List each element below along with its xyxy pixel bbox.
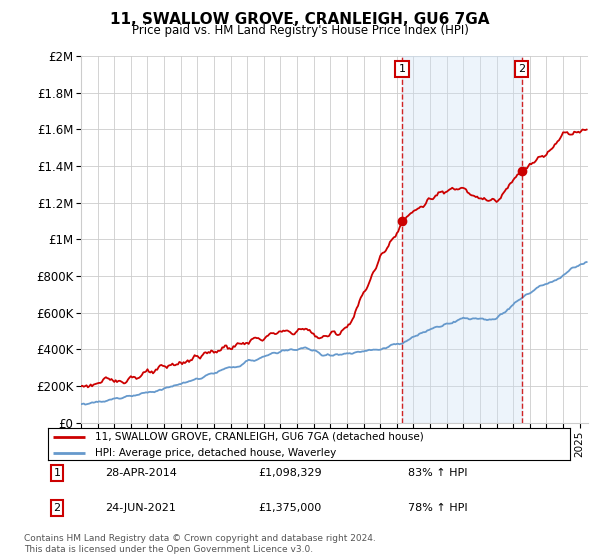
Text: 83% ↑ HPI: 83% ↑ HPI	[408, 468, 467, 478]
Text: 11, SWALLOW GROVE, CRANLEIGH, GU6 7GA (detached house): 11, SWALLOW GROVE, CRANLEIGH, GU6 7GA (d…	[95, 432, 424, 442]
Text: 11, SWALLOW GROVE, CRANLEIGH, GU6 7GA: 11, SWALLOW GROVE, CRANLEIGH, GU6 7GA	[110, 12, 490, 27]
Text: Price paid vs. HM Land Registry's House Price Index (HPI): Price paid vs. HM Land Registry's House …	[131, 24, 469, 37]
Text: This data is licensed under the Open Government Licence v3.0.: This data is licensed under the Open Gov…	[24, 545, 313, 554]
Text: 78% ↑ HPI: 78% ↑ HPI	[408, 503, 467, 513]
Text: 2: 2	[518, 64, 525, 74]
Text: £1,375,000: £1,375,000	[258, 503, 321, 513]
Text: £1,098,329: £1,098,329	[258, 468, 322, 478]
Text: 24-JUN-2021: 24-JUN-2021	[105, 503, 176, 513]
Text: 28-APR-2014: 28-APR-2014	[105, 468, 177, 478]
Bar	[403, 56, 521, 423]
Text: 2: 2	[53, 503, 61, 513]
Text: Contains HM Land Registry data © Crown copyright and database right 2024.: Contains HM Land Registry data © Crown c…	[24, 534, 376, 543]
Text: 1: 1	[399, 64, 406, 74]
Text: HPI: Average price, detached house, Waverley: HPI: Average price, detached house, Wave…	[95, 448, 336, 458]
Text: 1: 1	[53, 468, 61, 478]
